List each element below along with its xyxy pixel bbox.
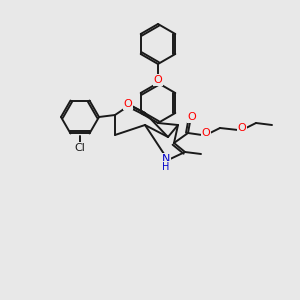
Text: O: O [154,75,162,85]
Text: N: N [162,154,170,164]
Text: O: O [202,128,210,138]
Text: O: O [188,112,196,122]
Text: O: O [238,123,246,133]
Text: H: H [162,162,170,172]
Text: O: O [124,99,132,109]
Text: Cl: Cl [75,143,86,153]
